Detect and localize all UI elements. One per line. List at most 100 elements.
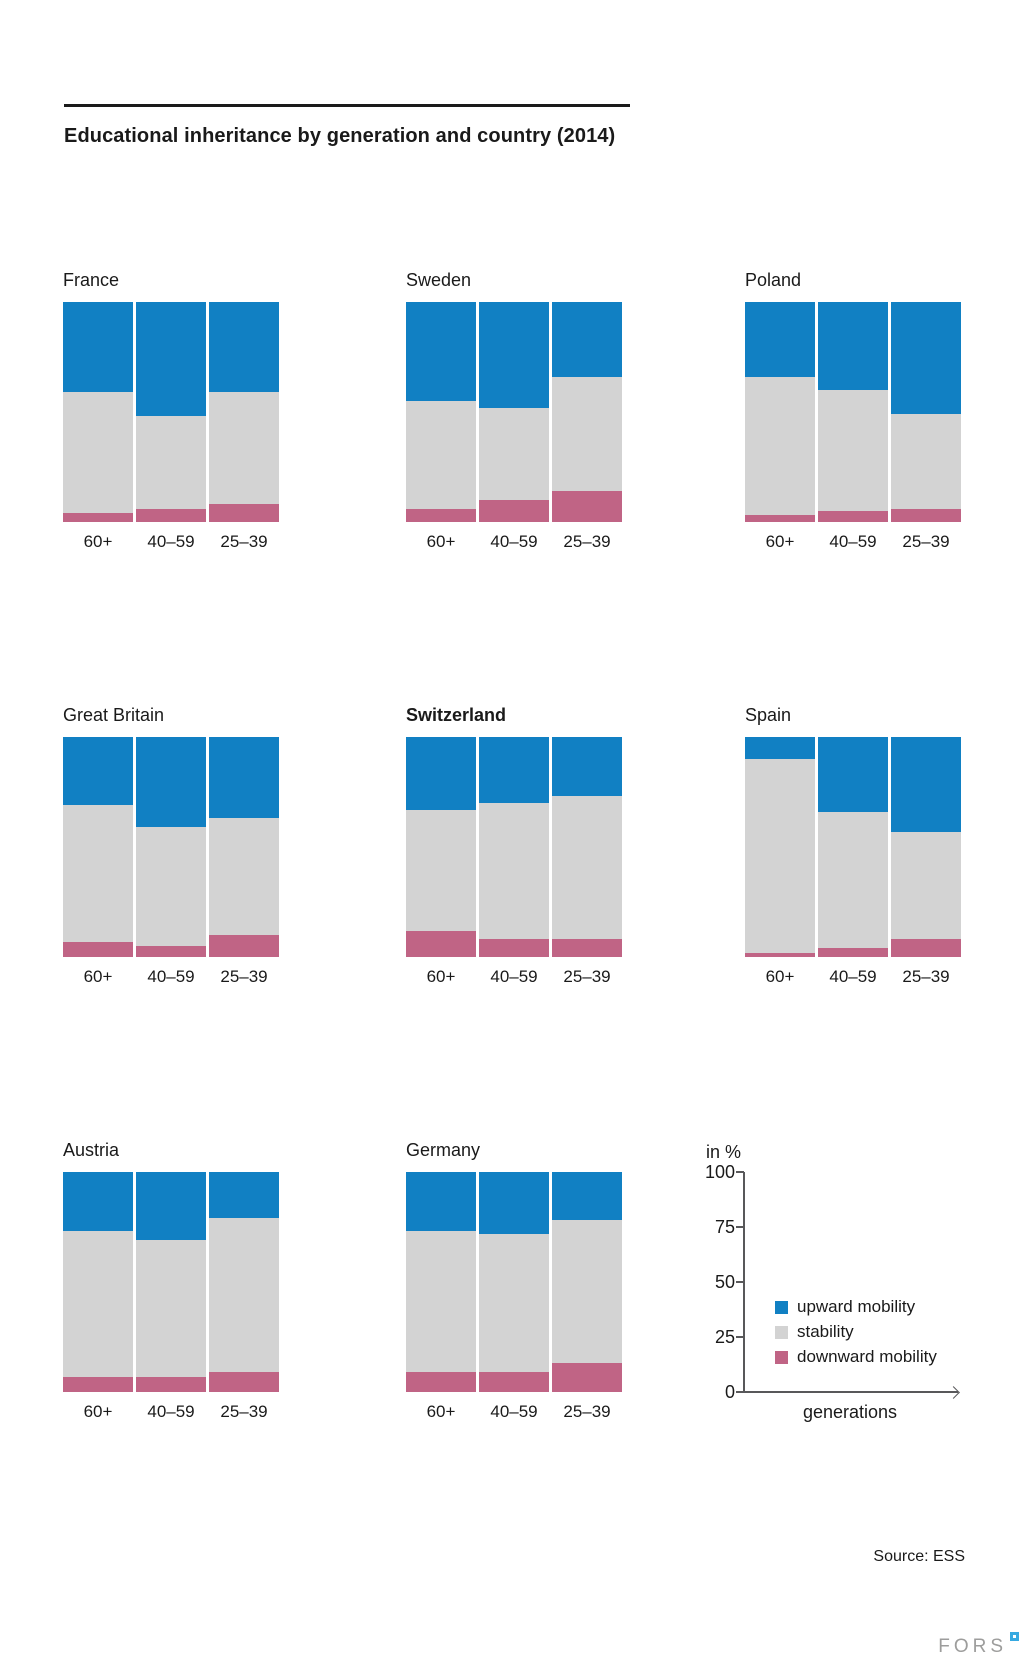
segment-upward-mobility (479, 1172, 549, 1234)
segment-upward-mobility (891, 737, 961, 832)
bar-great-britain-40-59 (136, 737, 206, 957)
bar-germany-60plus (406, 1172, 476, 1392)
fors-logo: FORS (938, 1632, 1019, 1658)
bar-poland-25-39 (891, 302, 961, 522)
generation-label-40-59: 40–59 (829, 967, 877, 986)
segment-upward-mobility (745, 302, 815, 377)
country-label-poland: Poland (745, 270, 802, 290)
axis-tick-label-75: 75 (714, 1217, 735, 1237)
segment-stability (552, 796, 622, 940)
generation-label-25-39: 25–39 (563, 967, 611, 986)
axis-tick-mark-75 (736, 1226, 744, 1228)
segment-stability (479, 803, 549, 940)
chart-switzerland: Switzerland 60+ 40–59 25–39 (406, 705, 622, 987)
bars-great-britain (63, 737, 279, 957)
segment-stability (479, 1233, 549, 1373)
segment-downward-mobility (136, 1376, 206, 1392)
axis-tick-label-0: 0 (724, 1382, 735, 1402)
segment-stability (406, 809, 476, 931)
segment-downward-mobility (406, 1372, 476, 1392)
segment-downward-mobility (479, 1372, 549, 1392)
country-label-great-britain: Great Britain (63, 705, 165, 725)
bar-great-britain-25-39 (209, 737, 279, 957)
segment-downward-mobility (891, 939, 961, 957)
generation-label-40-59: 40–59 (147, 532, 195, 551)
bar-spain-40-59 (818, 737, 888, 957)
bar-poland-60plus (745, 302, 815, 522)
generation-labels-great-britain: 60+ 40–59 25–39 (63, 967, 279, 987)
segment-stability (406, 1231, 476, 1373)
segment-downward-mobility (745, 515, 815, 522)
legend-swatch-downward-mobility (775, 1350, 788, 1364)
segment-upward-mobility (136, 302, 206, 417)
segment-stability (406, 401, 476, 509)
generation-labels-germany: 60+ 40–59 25–39 (406, 1402, 622, 1422)
generation-labels-spain: 60+ 40–59 25–39 (745, 967, 961, 987)
legend-swatch-upward-mobility (775, 1300, 788, 1314)
axis-tick-label-50: 50 (714, 1272, 735, 1292)
segment-upward-mobility (136, 737, 206, 828)
segment-downward-mobility (63, 1376, 133, 1392)
bar-germany-25-39 (552, 1172, 622, 1392)
axis-tick-mark-100 (736, 1171, 744, 1173)
generation-labels-poland: 60+ 40–59 25–39 (745, 532, 961, 552)
country-label-germany: Germany (406, 1140, 481, 1160)
segment-upward-mobility (552, 302, 622, 377)
segment-upward-mobility (63, 302, 133, 393)
generation-label-40-59: 40–59 (490, 967, 538, 986)
segment-stability (209, 1218, 279, 1373)
bar-france-25-39 (209, 302, 279, 522)
generation-label-60plus: 60+ (83, 1402, 113, 1421)
generation-label-60plus: 60+ (83, 532, 113, 551)
segment-stability (63, 805, 133, 942)
bars-switzerland (406, 737, 622, 957)
legend-label-stability: stability (797, 1322, 854, 1341)
generation-label-40-59: 40–59 (829, 532, 877, 551)
bar-sweden-40-59 (479, 302, 549, 522)
chart-great-britain: Great Britain 60+ 40–59 25–39 (63, 705, 279, 987)
generation-label-40-59: 40–59 (490, 532, 538, 551)
country-label-spain: Spain (745, 705, 792, 725)
bars-france (63, 302, 279, 522)
segment-stability (63, 1231, 133, 1377)
bar-austria-40-59 (136, 1172, 206, 1392)
segment-downward-mobility (136, 508, 206, 522)
country-label-switzerland: Switzerland (406, 705, 507, 725)
chart-poland: Poland 60+ 40–59 25–39 (745, 270, 961, 552)
segment-upward-mobility (891, 302, 961, 415)
bar-austria-60plus (63, 1172, 133, 1392)
generation-label-60plus: 60+ (426, 532, 456, 551)
bar-germany-40-59 (479, 1172, 549, 1392)
generation-label-25-39: 25–39 (220, 1402, 268, 1421)
axis-unit-label: in % (706, 1142, 742, 1162)
segment-upward-mobility (552, 1172, 622, 1221)
segment-upward-mobility (209, 1172, 279, 1219)
bar-austria-25-39 (209, 1172, 279, 1392)
bar-poland-40-59 (818, 302, 888, 522)
segment-upward-mobility (63, 737, 133, 806)
generation-label-40-59: 40–59 (147, 967, 195, 986)
bar-switzerland-40-59 (479, 737, 549, 957)
bar-switzerland-25-39 (552, 737, 622, 957)
segment-downward-mobility (63, 941, 133, 957)
legend-label-upward-mobility: upward mobility (797, 1297, 916, 1316)
bar-switzerland-60plus (406, 737, 476, 957)
bars-poland (745, 302, 961, 522)
segment-downward-mobility (209, 935, 279, 957)
segment-downward-mobility (63, 513, 133, 522)
segment-downward-mobility (406, 930, 476, 957)
generation-label-25-39: 25–39 (220, 532, 268, 551)
generation-label-25-39: 25–39 (563, 532, 611, 551)
generation-label-25-39: 25–39 (563, 1402, 611, 1421)
segment-upward-mobility (209, 302, 279, 393)
axis-tick-label-100: 100 (704, 1162, 735, 1182)
legend-item-upward-mobility: upward mobility (775, 1297, 915, 1317)
segment-downward-mobility (479, 500, 549, 522)
legend-item-stability: stability (775, 1322, 854, 1342)
segment-upward-mobility (63, 1172, 133, 1232)
country-label-sweden: Sweden (406, 270, 472, 290)
segment-downward-mobility (891, 508, 961, 522)
segment-upward-mobility (745, 737, 815, 759)
segment-upward-mobility (818, 737, 888, 812)
